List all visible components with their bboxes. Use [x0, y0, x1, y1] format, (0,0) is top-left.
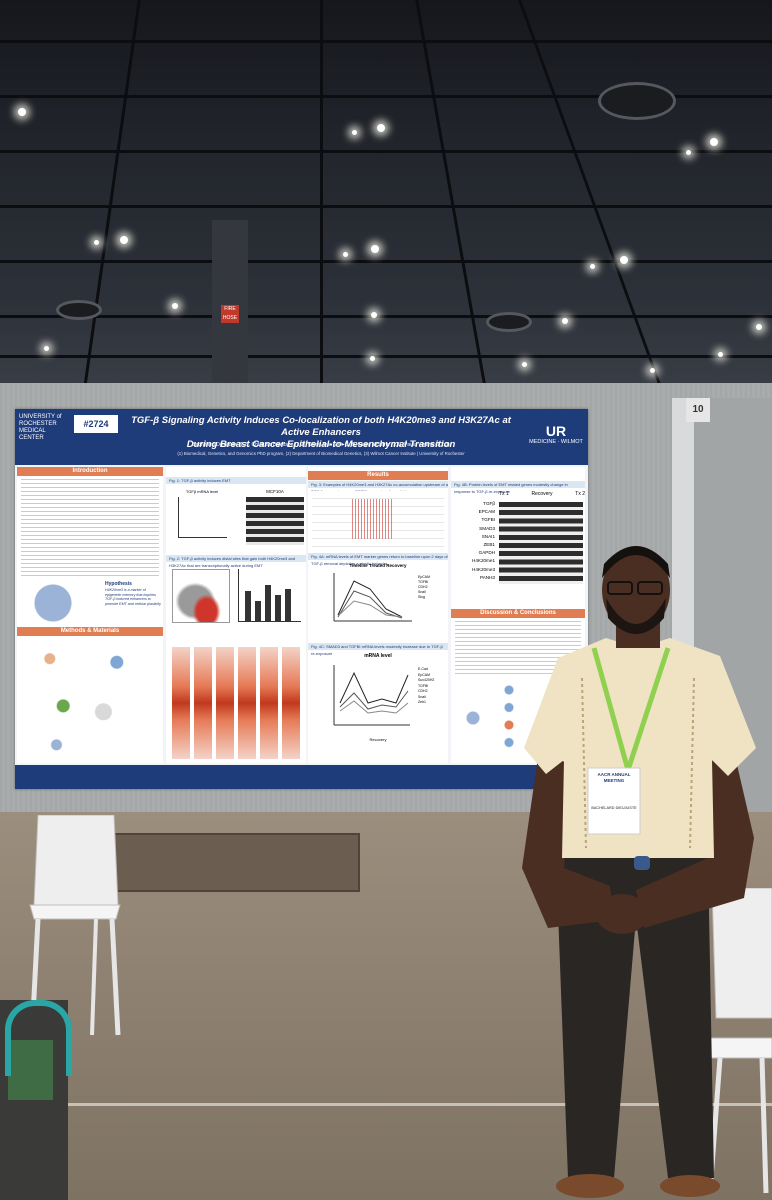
white-folding-chair-right	[706, 888, 772, 1194]
introduction-text	[21, 479, 159, 579]
convention-ceiling	[0, 0, 772, 395]
tote-bag	[0, 1000, 68, 1200]
fig4b-group-0: Tx 1	[499, 491, 509, 497]
heatmap-track-1	[172, 647, 190, 759]
poster-title: TGF-β Signaling Activity Induces Co-loca…	[121, 415, 521, 451]
heatmap-track-5	[260, 647, 278, 759]
hypothesis-title: Hypothesis	[105, 581, 132, 587]
methods-heading: Methods & Materials	[17, 627, 163, 636]
fig4a-legend-4: Slug	[418, 595, 426, 599]
fig4b-row-labels: TGFβ EPCAM TGFBI SMAD3 SNAI1 ZEB1 GAPDH …	[455, 500, 495, 582]
fig4c-legend-6: Zeb1	[418, 700, 426, 704]
ur-logo-text: UR	[545, 423, 567, 439]
fig4b-western-blot	[499, 502, 583, 584]
fig4c-legend-1: EpCAM	[418, 672, 431, 677]
fig4a-legend-1: TGFBI	[418, 580, 429, 584]
fig4c-legend-3: TGFBI	[418, 683, 429, 688]
heatmap-track-4	[238, 647, 256, 759]
fig1-caption: Fig. 1: TGF-β activity induces EMT	[166, 477, 306, 484]
fig4c-line-chart	[333, 665, 410, 726]
discussion-heading: Discussion & Conclusions	[451, 609, 585, 618]
ur-medicine-logo: UR MEDICINE · WILMOT	[527, 423, 585, 457]
fig4b-row-1: EPCAM	[478, 509, 495, 515]
poster-affiliations: (1) Biomedical, Genetics, and Genomics P…	[177, 451, 465, 456]
fig4c-legend-0: E-Cad	[418, 667, 428, 671]
poster-column-3: Results Fig. 3: Examples of H4K20me3 and…	[308, 467, 448, 763]
fig3-caption: Fig. 3: Examples of H4K20me3 and H3K27Ac…	[308, 481, 448, 494]
rochester-logo: UNIVERSITY of ROCHESTER MEDICAL CENTER	[19, 414, 62, 441]
badge-name: BACHELARD DIEUJUSTE	[591, 806, 637, 810]
poster-column-2: Fig. 1: TGF-β activity induces EMT TGFβ …	[166, 467, 306, 763]
fig4a-legend: EpCAM TGFBI CDH2 Snail Slug	[418, 575, 448, 600]
fig2-caption: Fig. 2: TGF-β activity induces distal si…	[166, 555, 306, 568]
badge-event: AACR ANNUAL MEETING	[597, 772, 631, 783]
fig4b-row-0: TGFβ	[483, 501, 495, 506]
fig4c-caption: Fig. 4C: SMAD3 and TGFBI mRNA levels mod…	[308, 643, 448, 656]
fig1-western-blot	[246, 497, 304, 545]
fig4a-plot-title: Timeline Treated Recovery	[349, 563, 407, 568]
fig4b-row-6: GAPDH	[478, 550, 495, 556]
ur-logo-sub: MEDICINE · WILMOT	[529, 439, 583, 445]
fig1-plot-title: TGFβ mRNA level	[185, 489, 219, 494]
floor-mat	[106, 833, 360, 892]
fig4c-legend: E-Cad EpCAM Suv420H2 TGFBI CDH2 Snail Ze…	[418, 667, 448, 706]
heatmap-track-6	[282, 647, 300, 759]
presenter-person	[522, 546, 756, 1198]
poster-number: #2724	[73, 414, 119, 434]
fig4b-group-1: Recovery	[531, 491, 553, 497]
fig4c-plot-title: mRNA level	[364, 653, 392, 659]
poster-title-line2: During Breast Cancer Epithelial-to-Mesen…	[186, 439, 456, 450]
fig4b-group-2: Tx 2	[575, 491, 585, 497]
hypothesis-diagram	[21, 583, 101, 623]
results-heading: Results	[308, 471, 448, 480]
poster-column-1: Introduction Hypothesis H4K20me3 is a ma…	[17, 467, 163, 763]
bag-strap	[5, 1000, 72, 1076]
fig2-volcano-plot	[172, 569, 230, 623]
research-poster: UNIVERSITY of ROCHESTER MEDICAL CENTER #…	[15, 409, 588, 789]
fig4c-xlabel: Recovery	[369, 737, 387, 742]
conclusion-diagram	[461, 683, 521, 753]
fig4c-legend-4: CDH2	[418, 689, 428, 693]
fig4a-legend-0: EpCAM	[418, 575, 431, 579]
fig4b-groups: Tx 1 Recovery Tx 2	[499, 491, 585, 497]
fire-hose-sign: FIRE HOSE	[221, 305, 239, 323]
fig4b-row-4: SNAI1	[481, 533, 495, 539]
poster-footer	[15, 765, 588, 789]
fig4b-row-5: ZEB1	[483, 542, 496, 548]
fig4b-row-3: SMAD3	[479, 525, 495, 531]
fig4b-row-9: PANH3	[480, 574, 495, 580]
fig4b-row-8: H4K20me3	[472, 566, 495, 572]
floor-tape-line	[62, 1103, 772, 1106]
fig4b-caption: Fig. 4B: Protein levels of EMT related g…	[451, 481, 585, 494]
poster-title-line1: TGF-β Signaling Activity Induces Co-loca…	[131, 415, 511, 438]
fig4b-row-7: H4K20me1	[472, 558, 495, 564]
booth-number: 10	[686, 398, 710, 422]
fig4a-legend-3: Snail	[418, 590, 426, 594]
hypothesis-text: H4K20me3 is a marker of epigenetic memor…	[105, 588, 161, 606]
methods-diagram	[23, 641, 157, 759]
poster-authors: Bachelard Dieujuste (1,2), Christina Dav…	[192, 442, 450, 448]
fig4a-line-chart	[333, 573, 412, 622]
fig1-cell-line: MCF10A	[266, 489, 284, 494]
fig1-mrna-plot	[178, 497, 227, 538]
heatmap-track-3	[216, 647, 234, 759]
fig2-bar-chart	[238, 569, 301, 622]
white-folding-chair-left	[29, 815, 121, 1036]
fig4a-legend-2: CDH2	[418, 585, 428, 589]
fig4b-row-2: TGFBI	[481, 517, 495, 523]
fig4c-legend-2: Suv420H2	[418, 678, 435, 682]
heatmap-track-2	[194, 647, 212, 759]
fig4a-caption: Fig. 4A: mRNA levels of EMT marker genes…	[308, 553, 448, 566]
poster-column-4: Fig. 4B: Protein levels of EMT related g…	[451, 467, 585, 763]
fig4c-legend-5: Snail	[418, 694, 426, 699]
introduction-heading: Introduction	[17, 467, 163, 476]
fig3-genome-tracks	[312, 491, 444, 549]
